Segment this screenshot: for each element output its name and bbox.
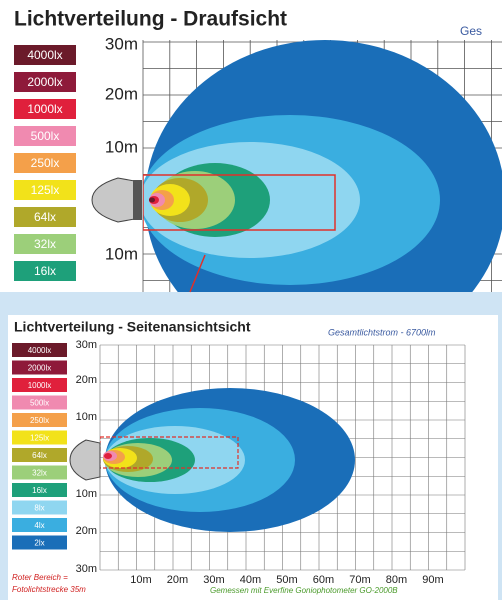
- legend-swatch: [14, 207, 76, 227]
- lamp-front: [133, 180, 142, 220]
- legend-swatch: [14, 261, 76, 281]
- legend-label: 2lx: [34, 539, 44, 548]
- legend-label: 2000lx: [28, 364, 52, 373]
- legend-label: 4000lx: [27, 48, 62, 62]
- legend-swatch: [12, 395, 67, 410]
- legend-swatch: [14, 72, 76, 92]
- lamp: [69, 439, 101, 481]
- legend-swatch: [12, 378, 67, 392]
- x-label: 70m: [349, 574, 370, 586]
- note: Roter Bereich =: [12, 573, 68, 582]
- legend-label: 32lx: [32, 469, 47, 478]
- title: Lichtverteilung - Seitenansichtsicht: [14, 319, 251, 335]
- y-label: 10m: [76, 488, 97, 500]
- x-label: 90m: [422, 574, 443, 586]
- legend-label: 64lx: [34, 210, 56, 224]
- x-label: 40m: [240, 574, 261, 586]
- bottom-contours: [100, 388, 355, 532]
- legend-swatch: [14, 99, 76, 119]
- legend-label: 125lx: [30, 434, 49, 443]
- x-label: 50m: [276, 574, 297, 586]
- legend-label: 1000lx: [28, 381, 52, 390]
- legend-label: 250lx: [30, 416, 49, 425]
- legend-swatch: [12, 535, 67, 550]
- legend-label: 2000lx: [27, 75, 62, 89]
- y-label: 30m: [76, 339, 97, 351]
- note: Fotolichtstrecke 35m: [12, 585, 86, 594]
- legend-swatch: [12, 483, 67, 497]
- legend-swatch: [14, 45, 76, 65]
- x-label: 10m: [130, 574, 151, 586]
- legend-label: 16lx: [32, 486, 47, 495]
- legend-label: 8lx: [34, 504, 44, 513]
- y-label: 10m: [105, 244, 138, 263]
- x-label: 30m: [203, 574, 224, 586]
- y-label: 30m: [76, 563, 97, 575]
- legend-label: 32lx: [34, 237, 56, 251]
- y-label: 10m: [105, 137, 138, 156]
- x-label: 60m: [313, 574, 334, 586]
- flux: Gesamtlichtstrom - 6700lm: [328, 327, 436, 337]
- legend-swatch: [14, 153, 76, 173]
- y-label: 20m: [105, 84, 138, 103]
- legend-swatch: [14, 126, 76, 146]
- x-label: 80m: [386, 574, 407, 586]
- y-label: 10m: [76, 411, 97, 423]
- legend-swatch: [14, 180, 76, 200]
- legend-label: 500lx: [31, 129, 60, 143]
- legend-swatch: [12, 518, 67, 532]
- y-label: 20m: [76, 525, 97, 537]
- legend-label: 64lx: [32, 451, 47, 460]
- y-label: 20m: [76, 374, 97, 386]
- legend-swatch: [12, 430, 67, 445]
- lamp: [91, 177, 141, 223]
- legend-swatch: [14, 234, 76, 254]
- title: Lichtverteilung - Draufsicht: [14, 8, 287, 31]
- y-label: 30m: [105, 34, 138, 53]
- legend-label: 1000lx: [27, 102, 62, 116]
- legend-label: 4lx: [34, 521, 44, 530]
- corner-text: Ges: [460, 24, 482, 38]
- legend-label: 4000lx: [28, 346, 52, 355]
- pointer: [189, 254, 206, 293]
- legend-swatch: [12, 413, 67, 427]
- top-contours: [143, 40, 502, 292]
- legend-swatch: [12, 343, 67, 357]
- legend-swatch: [12, 500, 67, 515]
- legend-swatch: [12, 465, 67, 480]
- legend-swatch: [12, 360, 67, 375]
- x-label: 20m: [167, 574, 188, 586]
- legend-label: 500lx: [30, 399, 49, 408]
- legend-label: 250lx: [31, 156, 60, 170]
- legend-swatch: [12, 448, 67, 462]
- legend-label: 125lx: [31, 183, 60, 197]
- legend-label: 16lx: [34, 264, 56, 278]
- note: Gemessen mit Everfine Goniophotometer GO…: [210, 586, 398, 595]
